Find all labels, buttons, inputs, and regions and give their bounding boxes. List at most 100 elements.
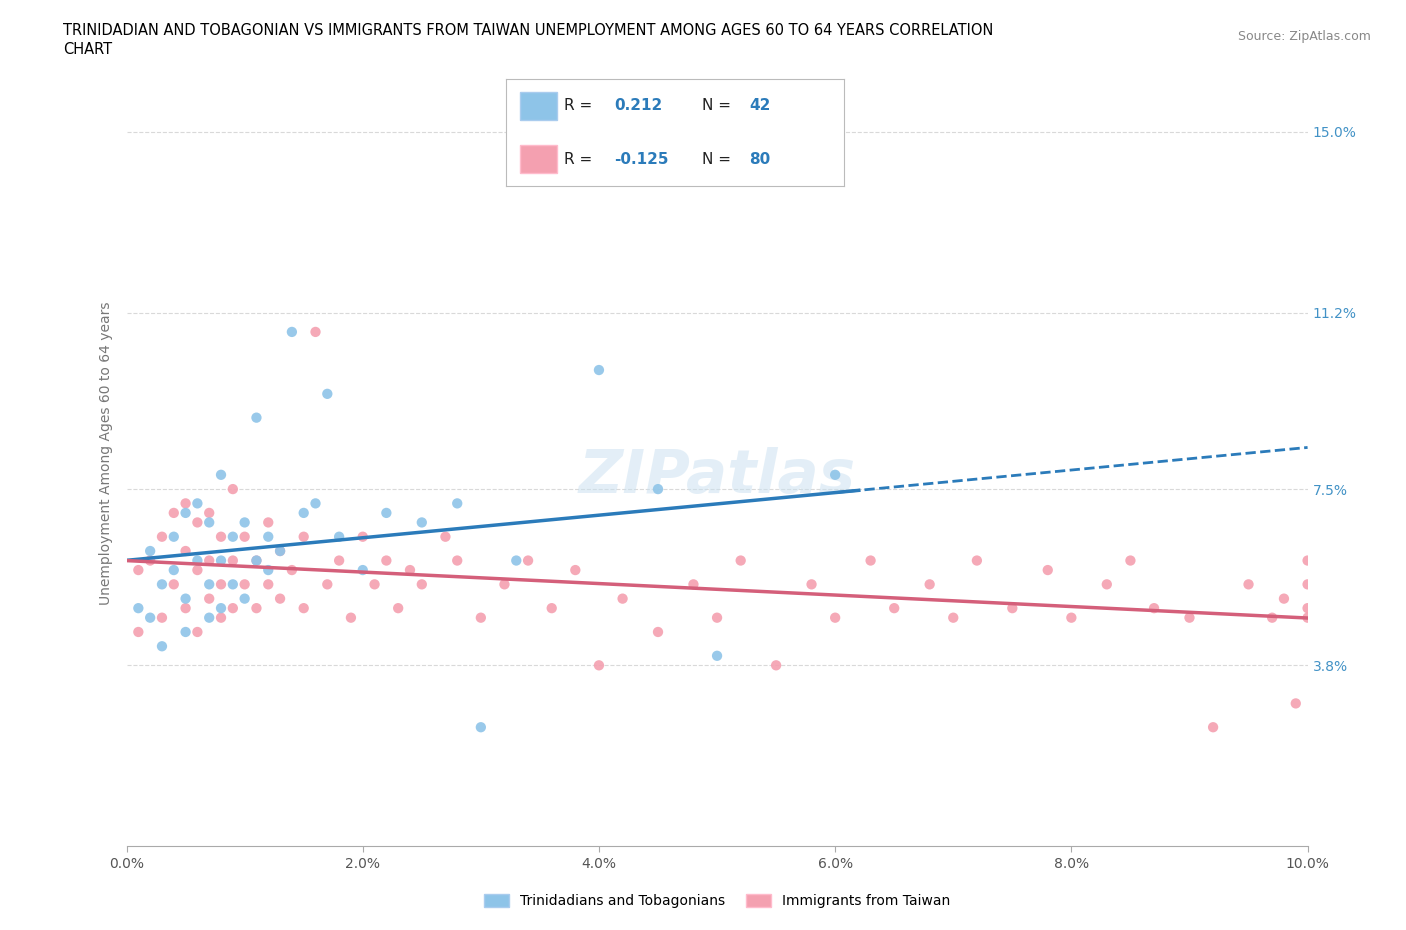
- Point: [411, 515, 433, 530]
- Point: [1060, 610, 1083, 625]
- Point: [292, 529, 315, 544]
- Point: [1001, 601, 1024, 616]
- Text: 42: 42: [749, 99, 770, 113]
- Text: Source: ZipAtlas.com: Source: ZipAtlas.com: [1237, 30, 1371, 43]
- Point: [222, 577, 245, 591]
- Point: [1296, 601, 1319, 616]
- Point: [163, 529, 186, 544]
- Point: [150, 610, 173, 625]
- Point: [127, 601, 149, 616]
- Point: [859, 553, 882, 568]
- Text: 80: 80: [749, 152, 770, 166]
- Point: [139, 553, 162, 568]
- Point: [399, 563, 422, 578]
- Point: [257, 577, 280, 591]
- Point: [233, 591, 256, 606]
- Point: [186, 563, 208, 578]
- Point: [316, 386, 339, 401]
- Point: [281, 563, 304, 578]
- Legend: Trinidadians and Tobagonians, Immigrants from Taiwan: Trinidadians and Tobagonians, Immigrants…: [478, 888, 956, 914]
- Text: N =: N =: [702, 99, 735, 113]
- Point: [150, 577, 173, 591]
- Point: [174, 625, 197, 640]
- Text: N =: N =: [702, 152, 735, 166]
- Point: [470, 720, 492, 735]
- Text: TRINIDADIAN AND TOBAGONIAN VS IMMIGRANTS FROM TAIWAN UNEMPLOYMENT AMONG AGES 60 : TRINIDADIAN AND TOBAGONIAN VS IMMIGRANTS…: [63, 23, 994, 38]
- Point: [647, 482, 669, 497]
- Point: [127, 563, 149, 578]
- Point: [1119, 553, 1142, 568]
- Point: [387, 601, 409, 616]
- Point: [186, 553, 208, 568]
- Point: [209, 601, 232, 616]
- Point: [198, 553, 221, 568]
- Point: [222, 601, 245, 616]
- Point: [1296, 610, 1319, 625]
- Point: [198, 506, 221, 521]
- Point: [245, 553, 267, 568]
- Text: R =: R =: [564, 152, 596, 166]
- Point: [363, 577, 385, 591]
- Text: 0.212: 0.212: [614, 99, 662, 113]
- Point: [1296, 553, 1319, 568]
- Point: [540, 601, 562, 616]
- Point: [233, 529, 256, 544]
- FancyBboxPatch shape: [520, 145, 557, 173]
- Point: [209, 610, 232, 625]
- Text: ZIPatlas: ZIPatlas: [578, 447, 856, 507]
- Point: [1296, 577, 1319, 591]
- Point: [222, 553, 245, 568]
- FancyBboxPatch shape: [520, 92, 557, 120]
- Point: [434, 529, 457, 544]
- Point: [824, 468, 846, 483]
- Point: [730, 553, 752, 568]
- Point: [233, 515, 256, 530]
- Point: [209, 553, 232, 568]
- Point: [292, 601, 315, 616]
- Point: [1095, 577, 1118, 591]
- Point: [209, 577, 232, 591]
- Point: [304, 325, 326, 339]
- Point: [328, 529, 350, 544]
- Point: [942, 610, 965, 625]
- Text: R =: R =: [564, 99, 596, 113]
- Point: [198, 610, 221, 625]
- Point: [1285, 696, 1308, 711]
- Point: [706, 648, 728, 663]
- Point: [245, 553, 267, 568]
- Point: [198, 515, 221, 530]
- Point: [198, 577, 221, 591]
- Point: [150, 639, 173, 654]
- Point: [233, 577, 256, 591]
- Point: [245, 410, 267, 425]
- Point: [269, 543, 291, 558]
- Point: [163, 563, 186, 578]
- Point: [588, 658, 610, 672]
- Point: [505, 553, 527, 568]
- Point: [352, 529, 374, 544]
- Point: [257, 515, 280, 530]
- Point: [706, 610, 728, 625]
- Point: [186, 496, 208, 511]
- Point: [340, 610, 363, 625]
- Point: [281, 325, 304, 339]
- Point: [966, 553, 988, 568]
- Point: [209, 529, 232, 544]
- Point: [375, 506, 398, 521]
- Point: [470, 610, 492, 625]
- Point: [174, 601, 197, 616]
- Point: [245, 601, 267, 616]
- Point: [517, 553, 540, 568]
- Point: [446, 553, 468, 568]
- Point: [174, 591, 197, 606]
- Point: [292, 506, 315, 521]
- Point: [612, 591, 634, 606]
- Point: [800, 577, 823, 591]
- Point: [257, 563, 280, 578]
- Point: [446, 496, 468, 511]
- Point: [174, 506, 197, 521]
- Point: [328, 553, 350, 568]
- Point: [1261, 610, 1284, 625]
- Point: [269, 591, 291, 606]
- Point: [139, 610, 162, 625]
